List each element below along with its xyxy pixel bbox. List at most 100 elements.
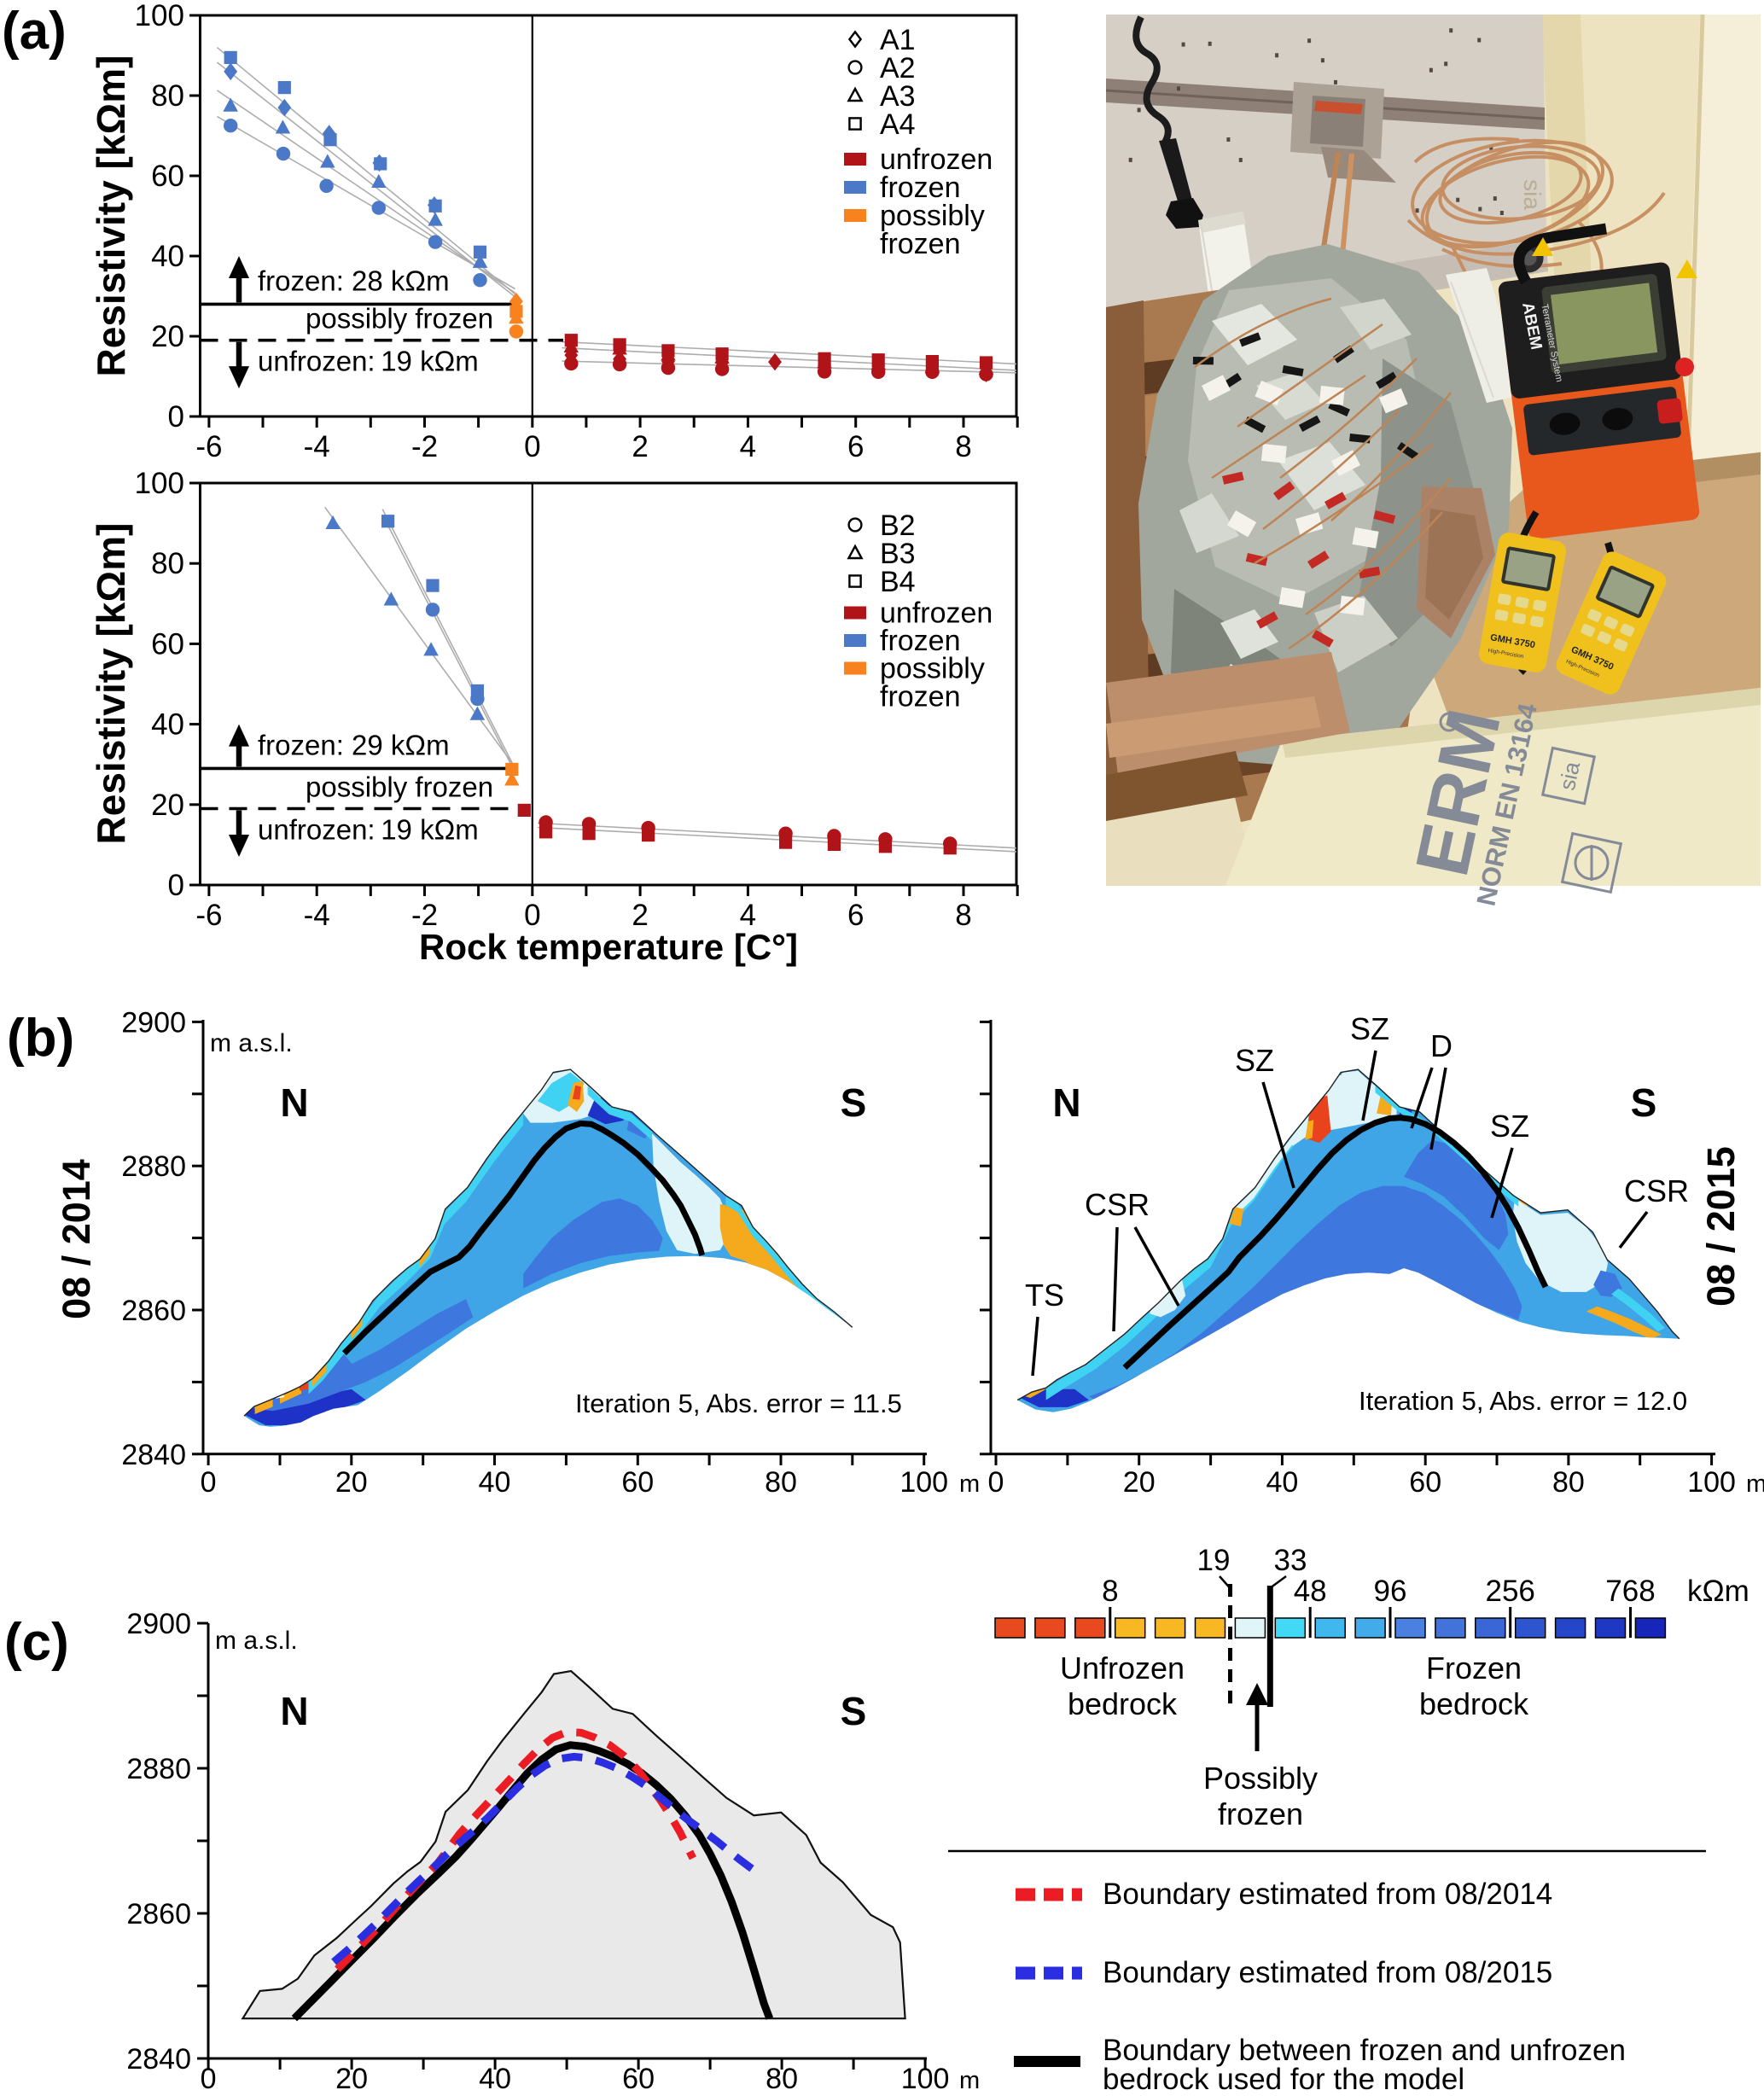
svg-text:20: 20	[335, 1466, 368, 1499]
svg-text:kΩm: kΩm	[1687, 1575, 1749, 1608]
svg-text:40: 40	[1266, 1466, 1298, 1499]
svg-text:100: 100	[901, 2063, 950, 2092]
svg-text:-6: -6	[195, 899, 222, 932]
svg-text:S: S	[841, 1080, 867, 1125]
svg-text:8: 8	[955, 899, 971, 932]
svg-text:2880: 2880	[126, 1753, 191, 1785]
svg-text:80: 80	[151, 79, 184, 113]
svg-text:0: 0	[524, 899, 540, 932]
svg-text:(c): (c)	[4, 1613, 69, 1672]
svg-text:-2: -2	[411, 430, 438, 463]
svg-text:Boundary estimated from 08/201: Boundary estimated from 08/2015	[1103, 1956, 1552, 1989]
svg-text:0: 0	[168, 400, 184, 434]
svg-text:-4: -4	[304, 430, 330, 463]
svg-text:2900: 2900	[121, 1006, 186, 1039]
svg-text:40: 40	[151, 708, 184, 742]
svg-text:19: 19	[1197, 1544, 1231, 1577]
svg-text:-6: -6	[195, 430, 222, 463]
svg-text:frozen: frozen	[880, 681, 961, 713]
svg-text:m a.s.l.: m a.s.l.	[210, 1029, 293, 1057]
svg-text:sia: sia	[1519, 179, 1546, 210]
svg-text:2840: 2840	[121, 1439, 186, 1471]
svg-text:60: 60	[621, 1466, 654, 1499]
svg-text:possibly: possibly	[880, 653, 985, 685]
svg-text:frozen: 28 kΩm: frozen: 28 kΩm	[258, 265, 450, 296]
svg-text:80: 80	[151, 547, 184, 580]
svg-text:A1: A1	[880, 24, 916, 56]
svg-text:-4: -4	[304, 899, 330, 932]
svg-text:unfrozen: unfrozen	[880, 143, 993, 176]
svg-text:Rock temperature [C°]: Rock temperature [C°]	[419, 927, 798, 967]
svg-text:100: 100	[135, 0, 184, 32]
svg-text:20: 20	[151, 320, 184, 353]
svg-text:2860: 2860	[126, 1898, 191, 1930]
svg-text:(a): (a)	[2, 2, 67, 61]
svg-text:possibly frozen: possibly frozen	[306, 771, 493, 803]
svg-text:bedrock: bedrock	[1068, 1686, 1178, 1721]
svg-text:100: 100	[1687, 1466, 1736, 1499]
svg-text:80: 80	[765, 1466, 797, 1499]
svg-text:Iteration 5, Abs. error = 12.0: Iteration 5, Abs. error = 12.0	[1359, 1386, 1687, 1416]
svg-text:8: 8	[955, 430, 971, 463]
svg-text:768: 768	[1605, 1575, 1655, 1608]
svg-text:2840: 2840	[126, 2043, 191, 2076]
svg-text:Possibly: Possibly	[1203, 1761, 1318, 1796]
svg-text:B3: B3	[880, 538, 916, 570]
svg-text:0: 0	[201, 1466, 217, 1499]
svg-text:B4: B4	[880, 566, 916, 598]
svg-text:unfrozen: unfrozen	[880, 597, 993, 630]
svg-text:6: 6	[847, 899, 864, 932]
svg-text:frozen: frozen	[1218, 1796, 1303, 1831]
svg-text:80: 80	[1552, 1466, 1585, 1499]
svg-text:48: 48	[1294, 1575, 1327, 1608]
svg-text:Iteration 5, Abs. error = 11.5: Iteration 5, Abs. error = 11.5	[575, 1389, 902, 1418]
svg-text:frozen: frozen	[880, 172, 961, 204]
svg-text:08 / 2014: 08 / 2014	[55, 1159, 98, 1319]
svg-text:sia: sia	[1554, 759, 1585, 792]
svg-text:0: 0	[201, 2063, 217, 2092]
svg-text:2900: 2900	[126, 1608, 191, 1640]
svg-text:4: 4	[740, 899, 756, 932]
svg-text:Frozen: Frozen	[1426, 1651, 1522, 1686]
svg-text:m: m	[959, 1470, 980, 1498]
svg-text:40: 40	[151, 240, 184, 273]
svg-text:possibly frozen: possibly frozen	[306, 303, 493, 335]
svg-text:20: 20	[335, 2063, 368, 2092]
svg-text:08 / 2015: 08 / 2015	[1699, 1146, 1743, 1307]
svg-text:A4: A4	[880, 108, 916, 141]
svg-text:D: D	[1430, 1028, 1453, 1063]
svg-text:100: 100	[135, 467, 184, 500]
svg-text:96: 96	[1374, 1575, 1407, 1608]
svg-text:bedrock used for the model: bedrock used for the model	[1103, 2063, 1464, 2092]
svg-text:CSR: CSR	[1085, 1187, 1150, 1222]
svg-text:TS: TS	[1025, 1278, 1064, 1313]
svg-text:2: 2	[632, 430, 648, 463]
svg-text:N: N	[280, 1080, 308, 1125]
svg-text:60: 60	[1409, 1466, 1441, 1499]
svg-text:Boundary estimated from 08/201: Boundary estimated from 08/2014	[1103, 1878, 1552, 1911]
svg-text:60: 60	[622, 2063, 655, 2092]
svg-text:bedrock: bedrock	[1419, 1686, 1529, 1721]
svg-text:0: 0	[524, 430, 540, 463]
svg-text:2: 2	[632, 899, 648, 932]
svg-text:0: 0	[988, 1466, 1004, 1499]
svg-text:m: m	[1746, 1470, 1764, 1498]
svg-text:20: 20	[151, 789, 184, 822]
svg-text:unfrozen: 19 kΩm: unfrozen: 19 kΩm	[258, 346, 479, 377]
svg-text:m: m	[959, 2067, 980, 2092]
svg-text:SZ: SZ	[1350, 1011, 1389, 1046]
svg-text:N: N	[1052, 1080, 1080, 1125]
svg-text:(b): (b)	[7, 1009, 74, 1068]
svg-text:m a.s.l.: m a.s.l.	[215, 1627, 298, 1655]
svg-text:6: 6	[847, 430, 864, 463]
svg-text:256: 256	[1485, 1575, 1534, 1608]
svg-text:SZ: SZ	[1490, 1109, 1529, 1144]
svg-text:60: 60	[151, 627, 184, 661]
svg-text:Resistivity [kΩm]: Resistivity [kΩm]	[89, 55, 133, 377]
svg-text:8: 8	[1102, 1575, 1118, 1608]
svg-text:-2: -2	[411, 899, 438, 932]
svg-text:A3: A3	[880, 80, 916, 113]
svg-text:CSR: CSR	[1624, 1173, 1689, 1208]
svg-text:A2: A2	[880, 52, 916, 84]
svg-text:40: 40	[479, 1466, 511, 1499]
